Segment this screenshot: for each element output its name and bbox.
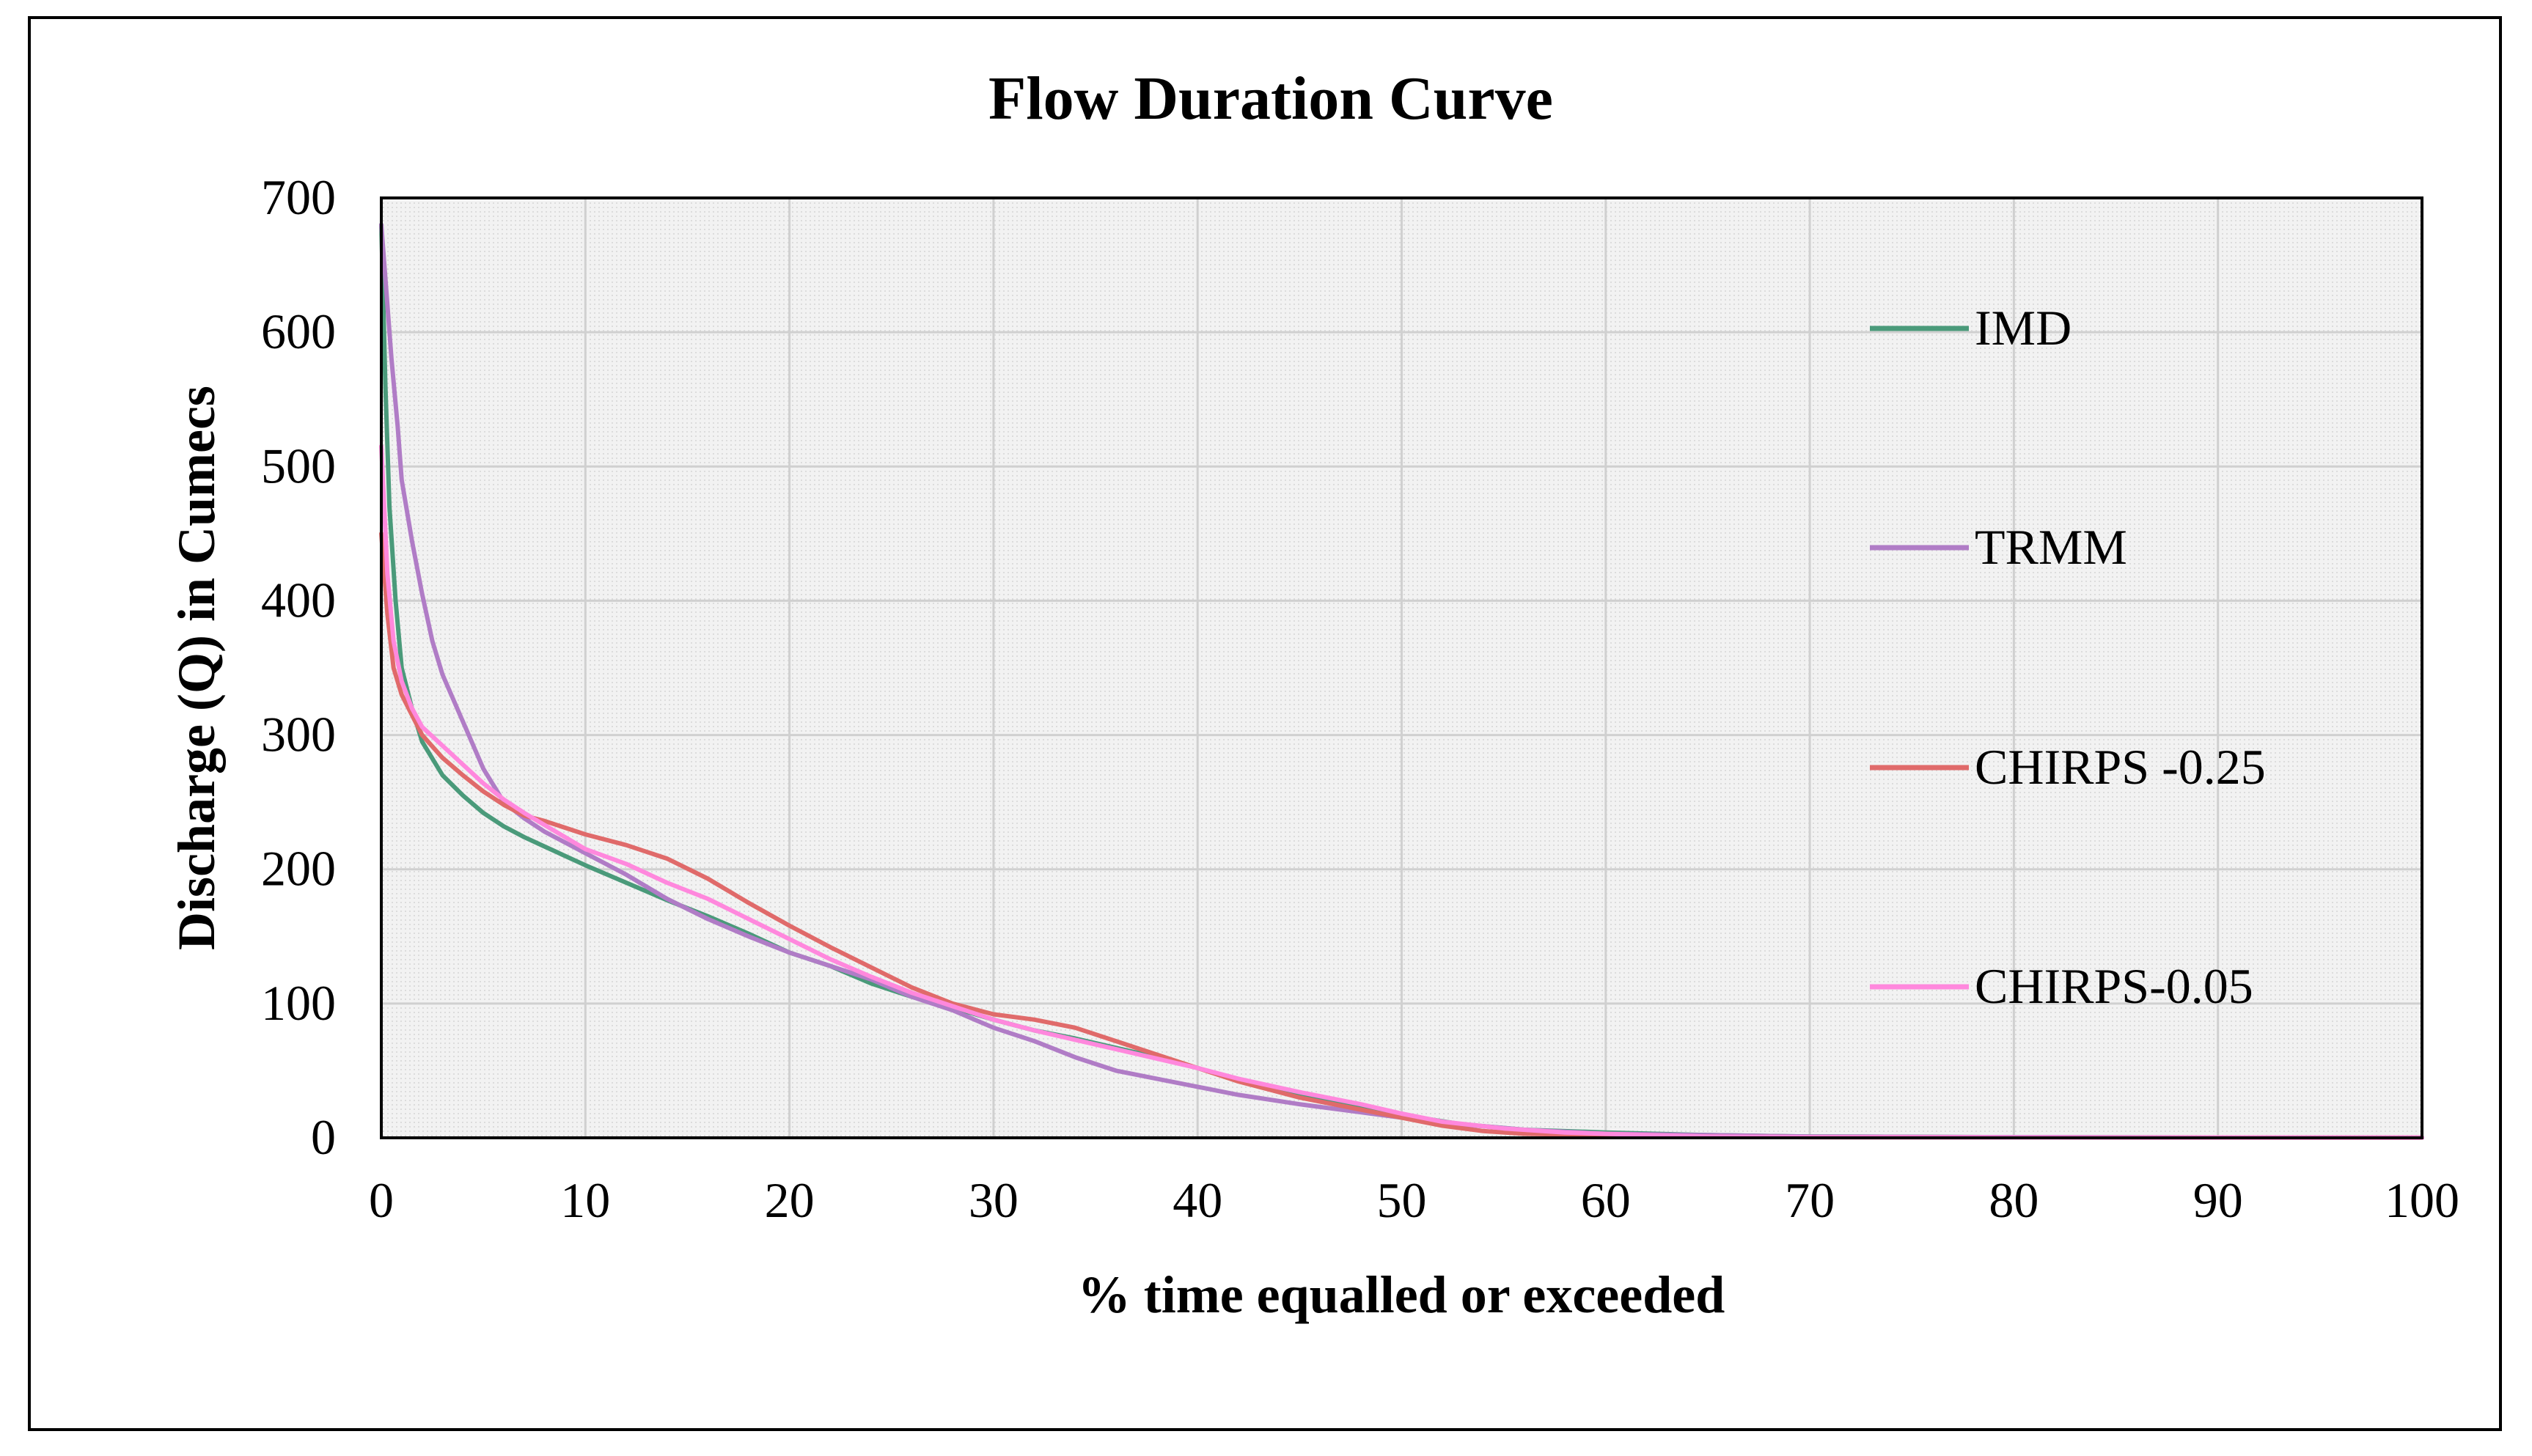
x-tick-label: 70 (1785, 1172, 1835, 1228)
x-tick-labels: 0 10 20 30 40 50 60 70 80 90 100 (369, 1172, 2459, 1228)
x-tick-label: 10 (560, 1172, 610, 1228)
y-tick-label: 400 (261, 572, 336, 628)
x-tick-label: 60 (1581, 1172, 1631, 1228)
legend-label-imd: IMD (1975, 300, 2072, 356)
legend-label-chirps-0-25: CHIRPS -0.25 (1975, 739, 2266, 795)
legend: IMD TRMM CHIRPS -0.25 CHIRPS-0.05 (1870, 300, 2266, 1014)
x-tick-label: 30 (969, 1172, 1019, 1228)
x-tick-label: 100 (2385, 1172, 2459, 1228)
series-lines (379, 222, 2424, 1140)
x-axis-title: % time equalled or exceeded (1078, 1265, 1725, 1324)
y-tick-labels: 0 100 200 300 400 500 600 700 (261, 169, 336, 1165)
series-line-chirps-0-25 (379, 531, 2424, 1140)
x-tick-label: 40 (1173, 1172, 1222, 1228)
y-axis-title: Discharge (Q) in Cumecs (167, 386, 226, 950)
y-tick-label: 100 (261, 975, 336, 1031)
x-tick-label: 20 (765, 1172, 815, 1228)
y-tick-label: 500 (261, 438, 336, 493)
y-tick-label: 300 (261, 707, 336, 762)
y-tick-label: 600 (261, 304, 336, 359)
plot-border (380, 196, 2423, 1139)
legend-label-trmm: TRMM (1975, 519, 2127, 575)
y-tick-label: 200 (261, 841, 336, 897)
x-tick-label: 0 (369, 1172, 394, 1228)
x-tick-label: 80 (1989, 1172, 2039, 1228)
y-tick-label: 700 (261, 169, 336, 225)
legend-label-chirps-0-05: CHIRPS-0.05 (1975, 958, 2253, 1014)
series-line-chirps-0-05 (379, 444, 2424, 1140)
y-tick-label: 0 (311, 1109, 336, 1165)
chart-title: Flow Duration Curve (988, 65, 1553, 133)
grid-lines (381, 198, 2422, 1138)
x-tick-label: 90 (2193, 1172, 2243, 1228)
x-tick-label: 50 (1377, 1172, 1427, 1228)
